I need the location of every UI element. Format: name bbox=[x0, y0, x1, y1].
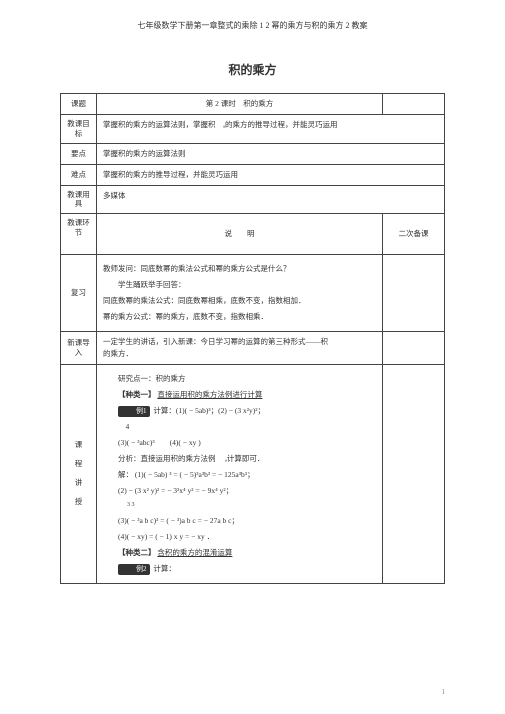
type2-desc: 含积的乘方的混淆运算 bbox=[157, 548, 232, 557]
type1-label: 【种类一】 bbox=[118, 390, 156, 399]
row-segment-label: 教课环节 bbox=[61, 214, 97, 255]
row-teach-content: 研究点一：积的乘方 【种类一】 直接运用积的乘方法例进行计算 例1 计算：(1)… bbox=[97, 365, 383, 584]
row-intro-right bbox=[383, 332, 445, 365]
type2-label: 【种类二】 bbox=[118, 548, 156, 557]
review-p1: 教师发问：同底数幂的乘法公式和幂的乘方公式是什么？ bbox=[103, 263, 376, 275]
row-intro-content: 一定学生的讲话，引入新课：今日学习幂的运算的第三种形式——积的乘方． bbox=[97, 332, 383, 365]
teach-p5: (3)( − ³abc)³ (4)( − xy ) bbox=[103, 437, 376, 449]
example2-badge: 例2 bbox=[118, 564, 150, 575]
row-review-content: 教师发问：同底数幂的乘法公式和幂的乘方公式是什么？ 学生踊跃举手回答： 同底数幂… bbox=[97, 255, 383, 332]
teach-p13: 计算： bbox=[153, 564, 176, 573]
row-review-right bbox=[383, 255, 445, 332]
row-review-label: 复习 bbox=[61, 255, 97, 332]
teach-p4: 4 bbox=[103, 421, 376, 433]
review-p2: 学生踊跃举手回答： bbox=[103, 279, 376, 291]
row-tools-content: 多媒体 bbox=[97, 185, 445, 214]
row-topic-label: 课题 bbox=[61, 94, 97, 115]
row-segment-backup: 二次备课 bbox=[383, 214, 445, 255]
row-tools-label: 教课用具 bbox=[61, 185, 97, 214]
teach-p10: (3)( − ³a b c)³ = ( − ³)a b c = − 27a b … bbox=[103, 515, 376, 527]
lesson-plan-table: 课题 第 2 课时 积的乘方 教课目标 掌握积的乘方的运算法则，掌握积 ₐ的乘方… bbox=[60, 93, 445, 584]
row-topic-right bbox=[383, 94, 445, 115]
row-keypoint-label: 要点 bbox=[61, 143, 97, 164]
review-p3: 同底数幂的乘法公式：同底数幂相乘，底数不变，指数相加． bbox=[103, 295, 376, 307]
row-difficulty-content: 掌握积的乘方的推导过程，并能灵巧运用 bbox=[97, 164, 445, 185]
row-keypoint-content: 掌握积的乘方的运算法则 bbox=[97, 143, 445, 164]
row-goal-content: 掌握积的乘方的运算法则，掌握积 ₐ的乘方的推导过程，并能灵巧运用 bbox=[97, 115, 445, 144]
row-difficulty-label: 难点 bbox=[61, 164, 97, 185]
teach-p1: 研究点一：积的乘方 bbox=[103, 373, 376, 385]
row-topic-content: 第 2 课时 积的乘方 bbox=[97, 94, 383, 115]
teach-p8: (2) − (3 x² y)² = − 3²x⁴ y² = − 9x⁴ y²； bbox=[103, 485, 376, 497]
type1-desc: 直接运用积的乘方法例进行计算 bbox=[157, 390, 262, 399]
teach-p6: 分析：直接运用积的乘方法例 ₐ计算即可． bbox=[103, 453, 376, 465]
example1-badge: 例1 bbox=[118, 406, 150, 417]
row-intro-label: 新课导入 bbox=[61, 332, 97, 365]
teach-p3: 计算：(1)( − 5ab)³；(2) − (3 x²y)²； bbox=[153, 406, 265, 415]
document-header: 七年级数学下册第一章整式的乘除 1 2 幂的乘方与积的乘方 2 教案 bbox=[60, 20, 445, 31]
teach-p9: 3 3 bbox=[103, 501, 376, 511]
page-number: 1 bbox=[442, 688, 446, 696]
row-goal-label: 教课目标 bbox=[61, 115, 97, 144]
row-teach-label: 课程讲授 bbox=[61, 365, 97, 584]
row-teach-right bbox=[383, 365, 445, 584]
teach-p11: (4)( − xy) = ( − 1) x y = − xy ． bbox=[103, 531, 376, 543]
document-title: 积的乘方 bbox=[60, 61, 445, 78]
review-p4: 幂的乘方公式：幂的乘方，底数不变，指数相乘． bbox=[103, 311, 376, 323]
teach-p7: 解： (1)( − 5ab) ³ = ( − 5)³a³b³ = − 125a³… bbox=[103, 469, 376, 481]
row-segment-desc: 说 明 bbox=[97, 214, 383, 255]
